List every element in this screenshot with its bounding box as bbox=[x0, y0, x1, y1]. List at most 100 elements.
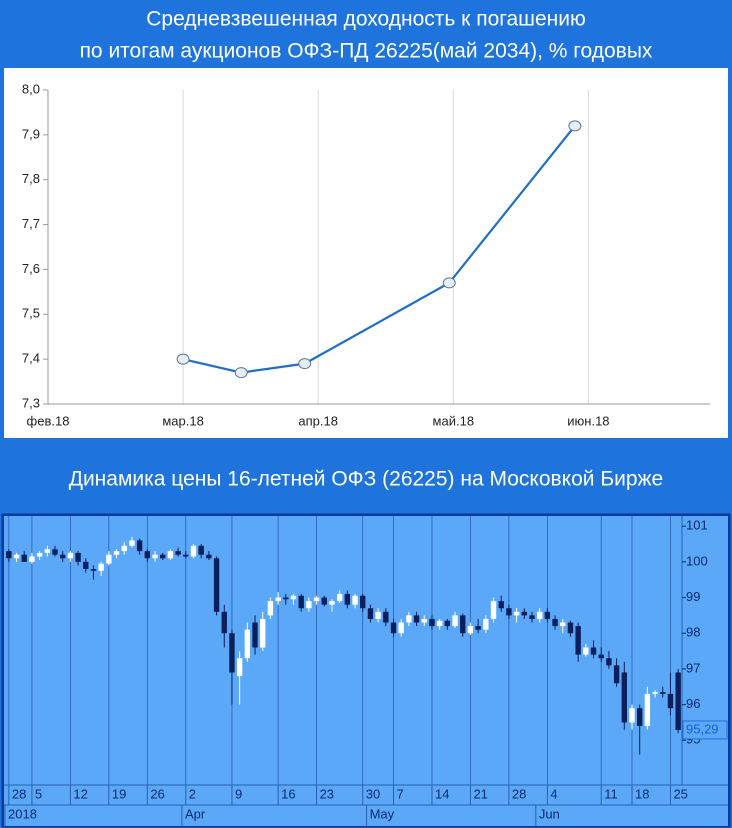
candle-body bbox=[413, 615, 420, 623]
candle-body bbox=[436, 620, 443, 627]
x-tick-label: 9 bbox=[235, 786, 242, 801]
candle-body bbox=[275, 597, 281, 602]
candle-body bbox=[13, 554, 20, 559]
candle-body bbox=[606, 658, 612, 666]
y-tick-label: 7,8 bbox=[22, 171, 40, 186]
candle-body bbox=[636, 708, 643, 727]
x-tick-label: 25 bbox=[673, 786, 687, 801]
x-tick-label: 30 bbox=[366, 786, 380, 801]
candle-body bbox=[213, 558, 220, 612]
y-tick-label: 101 bbox=[686, 518, 708, 533]
candle-body bbox=[398, 622, 404, 634]
candle-body bbox=[536, 611, 543, 619]
candle-body bbox=[513, 611, 520, 616]
candle-body bbox=[136, 540, 143, 552]
last-price-label: 95,29 bbox=[686, 721, 719, 736]
candle-body bbox=[298, 595, 304, 609]
candle-body bbox=[467, 626, 474, 634]
candle-body bbox=[652, 692, 658, 694]
x-group-label: May bbox=[370, 806, 395, 821]
y-tick-label: 7,5 bbox=[22, 306, 40, 321]
candle-body bbox=[75, 552, 81, 562]
candle-body bbox=[475, 626, 481, 630]
x-tick-label: 4 bbox=[550, 786, 557, 801]
candle-body bbox=[613, 665, 620, 684]
x-tick-label: 23 bbox=[320, 786, 334, 801]
chart-title: Динамика цены 16-летней ОФЗ (26225) на М… bbox=[69, 468, 664, 491]
candle-body bbox=[444, 620, 451, 627]
x-tick-label: июн.18 bbox=[567, 413, 609, 428]
candle-body bbox=[460, 615, 466, 634]
candle-body bbox=[575, 626, 581, 655]
candle-body bbox=[336, 593, 343, 602]
y-tick-label: 8,0 bbox=[22, 81, 40, 96]
point bbox=[234, 367, 248, 379]
y-tick-label: 7,4 bbox=[22, 351, 40, 366]
candle-body bbox=[175, 551, 181, 555]
candle-body bbox=[290, 595, 297, 600]
candle-body bbox=[452, 615, 458, 627]
y-tick-label: 97 bbox=[686, 660, 700, 675]
candle-body bbox=[67, 552, 74, 559]
candle-body bbox=[321, 597, 327, 605]
candle-body bbox=[221, 611, 227, 634]
candle-body bbox=[167, 551, 174, 559]
chart-title: Средневзвешенная доходность к погашению bbox=[146, 8, 586, 31]
y-tick-label: 99 bbox=[686, 589, 700, 604]
candle-body bbox=[667, 693, 674, 709]
x-group-label: Apr bbox=[185, 806, 206, 821]
candle-body bbox=[160, 554, 166, 559]
y-tick-label: 100 bbox=[686, 553, 708, 568]
x-tick-label: 5 bbox=[35, 786, 42, 801]
candle-body bbox=[406, 615, 412, 623]
candle-body bbox=[229, 633, 235, 673]
candle-body bbox=[544, 611, 551, 619]
x-tick-label: мар.18 bbox=[162, 413, 203, 428]
candle-body bbox=[244, 629, 251, 659]
candle-body bbox=[29, 556, 35, 562]
candle-body bbox=[6, 551, 12, 559]
candle-body bbox=[36, 552, 43, 557]
candle-body bbox=[560, 622, 566, 627]
candle-body bbox=[629, 708, 635, 723]
candle-body bbox=[383, 611, 389, 623]
candle-body bbox=[360, 595, 366, 609]
candle-body bbox=[98, 563, 104, 571]
candle-body bbox=[598, 654, 604, 659]
candle-body bbox=[367, 608, 374, 619]
candle-body bbox=[529, 615, 535, 619]
point bbox=[298, 358, 312, 370]
candle-body bbox=[190, 545, 197, 557]
chart-title: по итогам аукционов ОФЗ-ПД 26225(май 203… bbox=[80, 40, 653, 63]
candle-body bbox=[344, 593, 351, 605]
candle-body bbox=[660, 692, 666, 694]
candle-body bbox=[306, 601, 312, 609]
candle-body bbox=[106, 554, 112, 564]
candle-body bbox=[44, 549, 51, 553]
candle-body bbox=[352, 595, 358, 605]
candle-body bbox=[52, 549, 58, 555]
x-tick-label: апр.18 bbox=[298, 413, 338, 428]
candle-body bbox=[429, 618, 435, 627]
candle-body bbox=[121, 545, 127, 552]
candle-body bbox=[521, 611, 527, 616]
x-tick-label: 26 bbox=[150, 786, 164, 801]
point bbox=[568, 120, 582, 132]
point bbox=[442, 277, 456, 289]
point bbox=[176, 353, 190, 365]
candle-body bbox=[252, 622, 258, 648]
top-panel bbox=[4, 68, 728, 438]
candle-body bbox=[329, 601, 335, 605]
y-tick-label: 7,6 bbox=[22, 261, 40, 276]
candle-body bbox=[283, 597, 289, 600]
candle-body bbox=[390, 622, 397, 634]
candle-body bbox=[583, 647, 589, 655]
candle-body bbox=[375, 611, 381, 619]
x-tick-label: 28 bbox=[12, 786, 26, 801]
y-tick-label: 7,3 bbox=[22, 395, 40, 410]
x-tick-label: 2 bbox=[189, 786, 196, 801]
candle-body bbox=[183, 554, 189, 557]
candle-body bbox=[590, 647, 597, 655]
candle-body bbox=[421, 618, 427, 623]
